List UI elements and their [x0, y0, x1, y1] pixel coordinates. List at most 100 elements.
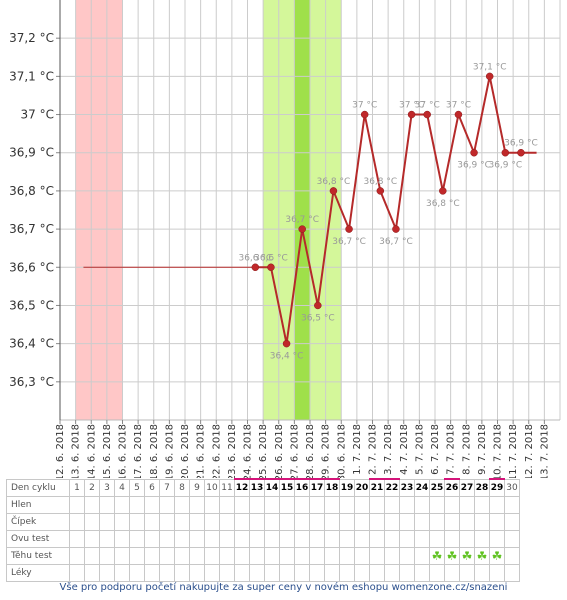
- table-cell[interactable]: [444, 513, 460, 531]
- cycle-day-cell[interactable]: 22: [384, 478, 400, 497]
- table-cell[interactable]: [84, 513, 100, 531]
- table-cell[interactable]: [399, 513, 415, 531]
- cycle-day-cell[interactable]: 16: [294, 478, 310, 497]
- table-cell[interactable]: [219, 496, 235, 514]
- table-cell[interactable]: [204, 547, 220, 565]
- table-cell[interactable]: [159, 496, 175, 514]
- table-cell[interactable]: [459, 513, 475, 531]
- table-cell[interactable]: [324, 530, 340, 548]
- table-cell[interactable]: [99, 496, 115, 514]
- table-cell[interactable]: [459, 564, 475, 582]
- cycle-day-cell[interactable]: 21: [369, 478, 385, 497]
- table-cell[interactable]: [354, 530, 370, 548]
- cycle-day-cell[interactable]: 26: [444, 478, 460, 497]
- table-cell[interactable]: [99, 513, 115, 531]
- table-cell[interactable]: [174, 513, 190, 531]
- table-cell[interactable]: [249, 496, 265, 514]
- table-cell[interactable]: [414, 496, 430, 514]
- table-cell[interactable]: [309, 513, 325, 531]
- table-cell[interactable]: [279, 513, 295, 531]
- table-cell[interactable]: [159, 564, 175, 582]
- table-cell[interactable]: [84, 564, 100, 582]
- table-cell[interactable]: [354, 496, 370, 514]
- table-cell[interactable]: [84, 530, 100, 548]
- table-cell[interactable]: [144, 564, 160, 582]
- table-cell[interactable]: [294, 547, 310, 565]
- table-cell[interactable]: [84, 547, 100, 565]
- table-cell[interactable]: [264, 547, 280, 565]
- table-cell[interactable]: [339, 564, 355, 582]
- footer-promo-link[interactable]: Vše pro podporu početí nakupujte za supe…: [59, 582, 508, 593]
- cycle-day-cell[interactable]: 27: [459, 478, 475, 497]
- table-cell[interactable]: [504, 513, 520, 531]
- table-cell[interactable]: [249, 547, 265, 565]
- table-cell[interactable]: [429, 496, 445, 514]
- table-cell[interactable]: [459, 530, 475, 548]
- table-cell[interactable]: [324, 513, 340, 531]
- table-cell[interactable]: [414, 564, 430, 582]
- table-cell[interactable]: [324, 496, 340, 514]
- cycle-day-cell[interactable]: 6: [144, 478, 160, 497]
- table-cell[interactable]: [369, 496, 385, 514]
- table-cell[interactable]: [324, 547, 340, 565]
- table-cell[interactable]: [219, 513, 235, 531]
- table-cell[interactable]: [129, 547, 145, 565]
- table-cell[interactable]: [84, 496, 100, 514]
- table-cell[interactable]: [219, 564, 235, 582]
- table-cell[interactable]: [489, 564, 505, 582]
- table-cell[interactable]: [189, 564, 205, 582]
- table-cell[interactable]: [114, 496, 130, 514]
- table-cell[interactable]: [489, 530, 505, 548]
- table-cell[interactable]: [129, 513, 145, 531]
- pregnancy-test-cell[interactable]: ☘: [429, 547, 445, 565]
- table-cell[interactable]: [279, 564, 295, 582]
- table-cell[interactable]: [354, 513, 370, 531]
- pregnancy-test-cell[interactable]: ☘: [459, 547, 475, 565]
- table-cell[interactable]: [414, 547, 430, 565]
- table-cell[interactable]: [234, 496, 250, 514]
- table-cell[interactable]: [234, 530, 250, 548]
- table-cell[interactable]: [204, 496, 220, 514]
- table-cell[interactable]: [264, 513, 280, 531]
- table-cell[interactable]: [339, 496, 355, 514]
- table-cell[interactable]: [249, 513, 265, 531]
- table-cell[interactable]: [144, 530, 160, 548]
- table-cell[interactable]: [189, 547, 205, 565]
- table-cell[interactable]: [189, 496, 205, 514]
- table-cell[interactable]: [339, 513, 355, 531]
- table-cell[interactable]: [99, 564, 115, 582]
- table-cell[interactable]: [384, 513, 400, 531]
- table-cell[interactable]: [114, 547, 130, 565]
- table-cell[interactable]: [219, 530, 235, 548]
- cycle-day-cell[interactable]: 10: [204, 478, 220, 497]
- cycle-day-cell[interactable]: 30: [504, 478, 520, 497]
- table-cell[interactable]: [384, 496, 400, 514]
- table-cell[interactable]: [384, 530, 400, 548]
- table-cell[interactable]: [294, 564, 310, 582]
- table-cell[interactable]: [174, 496, 190, 514]
- table-cell[interactable]: [414, 530, 430, 548]
- table-cell[interactable]: [474, 564, 490, 582]
- table-cell[interactable]: [294, 530, 310, 548]
- table-cell[interactable]: [504, 530, 520, 548]
- cycle-day-cell[interactable]: 5: [129, 478, 145, 497]
- cycle-day-cell[interactable]: 23: [399, 478, 415, 497]
- table-cell[interactable]: [114, 564, 130, 582]
- cycle-day-cell[interactable]: 19: [339, 478, 355, 497]
- cycle-day-cell[interactable]: 25: [429, 478, 445, 497]
- cycle-day-cell[interactable]: 18: [324, 478, 340, 497]
- table-cell[interactable]: [129, 564, 145, 582]
- table-cell[interactable]: [324, 564, 340, 582]
- table-cell[interactable]: [69, 513, 85, 531]
- table-cell[interactable]: [144, 496, 160, 514]
- cycle-day-cell[interactable]: 15: [279, 478, 295, 497]
- table-cell[interactable]: [429, 530, 445, 548]
- table-cell[interactable]: [384, 547, 400, 565]
- table-cell[interactable]: [114, 513, 130, 531]
- table-cell[interactable]: [234, 564, 250, 582]
- cycle-day-cell[interactable]: 29: [489, 478, 505, 497]
- table-cell[interactable]: [279, 530, 295, 548]
- table-cell[interactable]: [489, 513, 505, 531]
- table-cell[interactable]: [279, 547, 295, 565]
- cycle-day-cell[interactable]: 14: [264, 478, 280, 497]
